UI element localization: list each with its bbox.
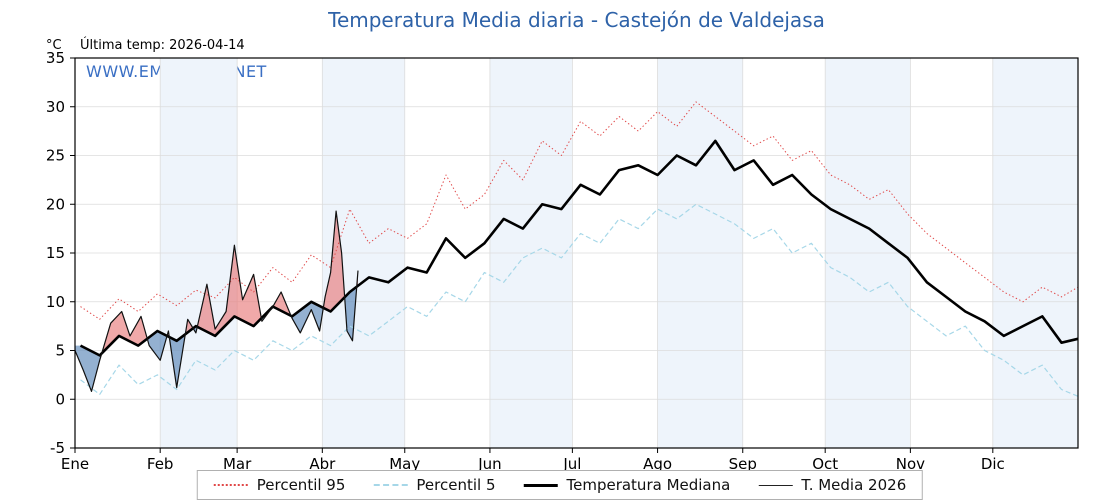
fill-below-median xyxy=(75,345,102,392)
series-line-2 xyxy=(79,139,1079,357)
x-tick-label: Sep xyxy=(729,455,757,473)
fill-below-median xyxy=(169,334,186,388)
x-tick-label: Oct xyxy=(812,455,838,473)
x-tick-label: Ago xyxy=(643,455,672,473)
last-temp-label: Última temp: 2026-04-14 xyxy=(80,38,245,53)
mediana-line-sample xyxy=(523,483,558,487)
series-line-0 xyxy=(80,101,1079,320)
legend-item-t-media: T. Media 2026 xyxy=(758,476,906,494)
x-tick-label: Ene xyxy=(61,455,89,473)
x-tick-label: Jun xyxy=(477,455,501,473)
legend-item-percentil-5: Percentil 5 xyxy=(373,476,495,494)
legend-label: Percentil 5 xyxy=(416,476,496,494)
percentil-5-line-sample xyxy=(373,484,408,486)
percentil-95-line-sample xyxy=(213,484,248,486)
y-tick-label: 5 xyxy=(55,342,65,360)
y-tick-label: -5 xyxy=(50,439,65,457)
x-tick-label: Feb xyxy=(147,455,174,473)
y-tick-label: 20 xyxy=(46,195,65,213)
y-tick-label: 30 xyxy=(46,98,65,116)
y-axis-unit-label: °C xyxy=(46,38,62,53)
legend-label: T. Media 2026 xyxy=(801,476,907,494)
legend-item-mediana: Temperatura Mediana xyxy=(523,476,730,494)
x-tick-label: Dic xyxy=(981,455,1005,473)
x-tick-label: Nov xyxy=(896,455,925,473)
y-tick-label: 25 xyxy=(46,147,65,165)
legend: Percentil 95 Percentil 5 Temperatura Med… xyxy=(196,470,924,500)
t-media-line-sample xyxy=(758,484,793,486)
legend-label: Temperatura Mediana xyxy=(566,476,731,494)
y-tick-label: 10 xyxy=(46,293,65,311)
series-line-1 xyxy=(80,203,1079,397)
fill-above-median xyxy=(272,292,292,316)
legend-label: Percentil 95 xyxy=(256,476,346,494)
y-tick-label: 15 xyxy=(46,244,65,262)
x-tick-label: Abr xyxy=(309,455,336,473)
x-tick-label: Mar xyxy=(223,455,252,473)
y-tick-label: 0 xyxy=(55,390,65,408)
x-tick-label: Jul xyxy=(562,455,581,473)
fill-above-median xyxy=(101,311,148,354)
series-line-3 xyxy=(74,210,359,392)
legend-item-percentil-95: Percentil 95 xyxy=(213,476,346,494)
x-tick-label: May xyxy=(389,455,420,473)
fill-below-median xyxy=(344,286,357,341)
chart-title: Temperatura Media diaria - Castejón de V… xyxy=(328,8,825,32)
y-tick-label: 35 xyxy=(46,49,65,67)
